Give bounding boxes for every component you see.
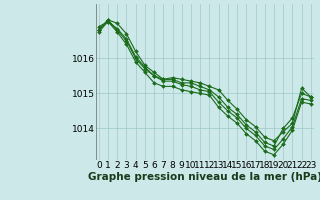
X-axis label: Graphe pression niveau de la mer (hPa): Graphe pression niveau de la mer (hPa) (88, 172, 320, 182)
